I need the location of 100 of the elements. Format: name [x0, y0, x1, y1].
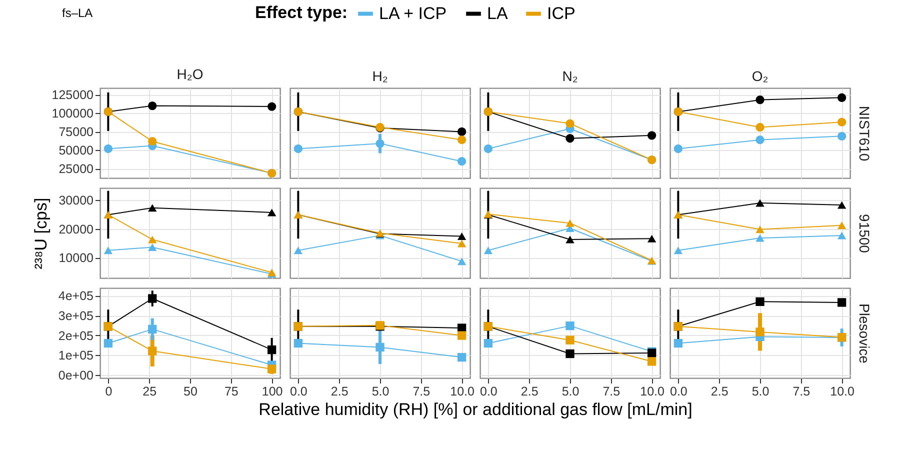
point: [674, 338, 683, 348]
point: [457, 352, 466, 362]
point: [566, 236, 574, 244]
y-tick-label: 25000: [58, 162, 94, 176]
point: [457, 157, 466, 166]
point: [566, 119, 574, 128]
x-tick-label: 10.0: [640, 384, 665, 398]
point: [148, 324, 157, 334]
point: [104, 144, 113, 154]
x-tick-label: 0.0: [290, 384, 308, 398]
point: [457, 232, 466, 240]
x-tick-label: 0: [105, 384, 112, 398]
point: [484, 246, 493, 254]
x-tick-label: 7.5: [792, 384, 810, 398]
point: [756, 226, 764, 234]
point: [566, 134, 574, 143]
y-tick-label: 4e+05: [58, 289, 94, 304]
point: [294, 338, 303, 348]
point: [756, 96, 764, 104]
point: [756, 234, 764, 242]
point: [837, 132, 846, 140]
x-tick-label: 50: [184, 384, 198, 398]
point: [148, 243, 157, 251]
point: [457, 331, 466, 340]
y-tick-label: 75000: [58, 125, 94, 140]
x-tick-label: 10.0: [450, 384, 475, 398]
point: [647, 357, 656, 366]
point: [756, 199, 764, 207]
point: [376, 139, 384, 148]
point: [566, 321, 574, 330]
x-tick-label: 0.0: [480, 384, 498, 398]
point: [647, 234, 656, 242]
y-tick-label: 30000: [58, 194, 94, 208]
y2-axis-title: 91500: [856, 214, 872, 254]
legend-label: LA: [487, 4, 508, 23]
x-tick-label: 75: [224, 384, 238, 398]
y-tick-label: 1e+05: [58, 348, 94, 363]
point: [104, 338, 113, 348]
x-axis-title: Relative humidity (RH) [%] or additional gas flow [mL/min]: [258, 400, 692, 419]
x-tick-label: 2.5: [330, 384, 348, 398]
legend-label: ICP: [547, 4, 576, 23]
y-tick-label: 50000: [58, 144, 94, 158]
point: [756, 122, 764, 132]
point: [756, 297, 764, 306]
point: [148, 137, 157, 146]
y-tick-label: 3e+05: [58, 309, 94, 324]
x-tick-label: 100: [262, 384, 283, 398]
point: [148, 236, 157, 244]
point: [267, 345, 276, 354]
x-tick-label: 10.0: [830, 384, 855, 398]
point: [294, 246, 303, 254]
point: [756, 328, 764, 336]
point: [837, 201, 846, 209]
x-tick-label: 7.5: [412, 384, 430, 398]
chart-title: O₂: [752, 68, 768, 84]
point: [267, 364, 276, 374]
point: [267, 208, 276, 216]
point: [566, 349, 574, 358]
point: [756, 136, 764, 144]
point: [294, 144, 303, 154]
x-tick-label: 2.5: [710, 384, 728, 398]
x-tick-label: 25: [142, 384, 157, 398]
x-tick-label: 5.0: [372, 384, 390, 398]
point: [647, 131, 656, 140]
x-tick-label: 5.0: [752, 384, 770, 398]
point: [148, 101, 157, 110]
y-tick-label: 100000: [52, 106, 94, 121]
point: [837, 222, 846, 230]
point: [674, 144, 683, 154]
point: [837, 298, 846, 307]
x-tick-label: 2.5: [520, 384, 538, 398]
point: [457, 136, 466, 144]
point: [457, 258, 466, 266]
point: [148, 346, 157, 356]
point: [566, 336, 574, 344]
point: [148, 294, 157, 303]
y-tick-label: 20000: [58, 222, 94, 236]
point: [376, 342, 384, 352]
y-tick-label: 10000: [58, 251, 94, 266]
point: [837, 93, 846, 102]
x-tick-label: 5.0: [562, 384, 580, 398]
y2-axis-title: NIST610: [856, 106, 872, 162]
text: fs–LA: [62, 6, 93, 20]
point: [484, 144, 493, 154]
point: [484, 338, 493, 348]
chart-title: H₂: [372, 68, 388, 84]
legend-label: LA + ICP: [379, 4, 447, 23]
point: [837, 232, 846, 240]
y2-axis-title: Plesovice: [856, 304, 872, 364]
x-tick-label: 0.0: [670, 384, 688, 398]
point: [457, 127, 466, 136]
point: [566, 219, 574, 227]
chart-title: H₂O: [176, 66, 204, 82]
y-tick-label: 2e+05: [58, 328, 94, 343]
point: [674, 246, 683, 254]
point: [267, 102, 276, 111]
point: [457, 240, 466, 248]
chart-title: N₂: [562, 68, 578, 84]
legend-title: Effect type:: [255, 3, 348, 22]
x-tick-label: 7.5: [602, 384, 620, 398]
